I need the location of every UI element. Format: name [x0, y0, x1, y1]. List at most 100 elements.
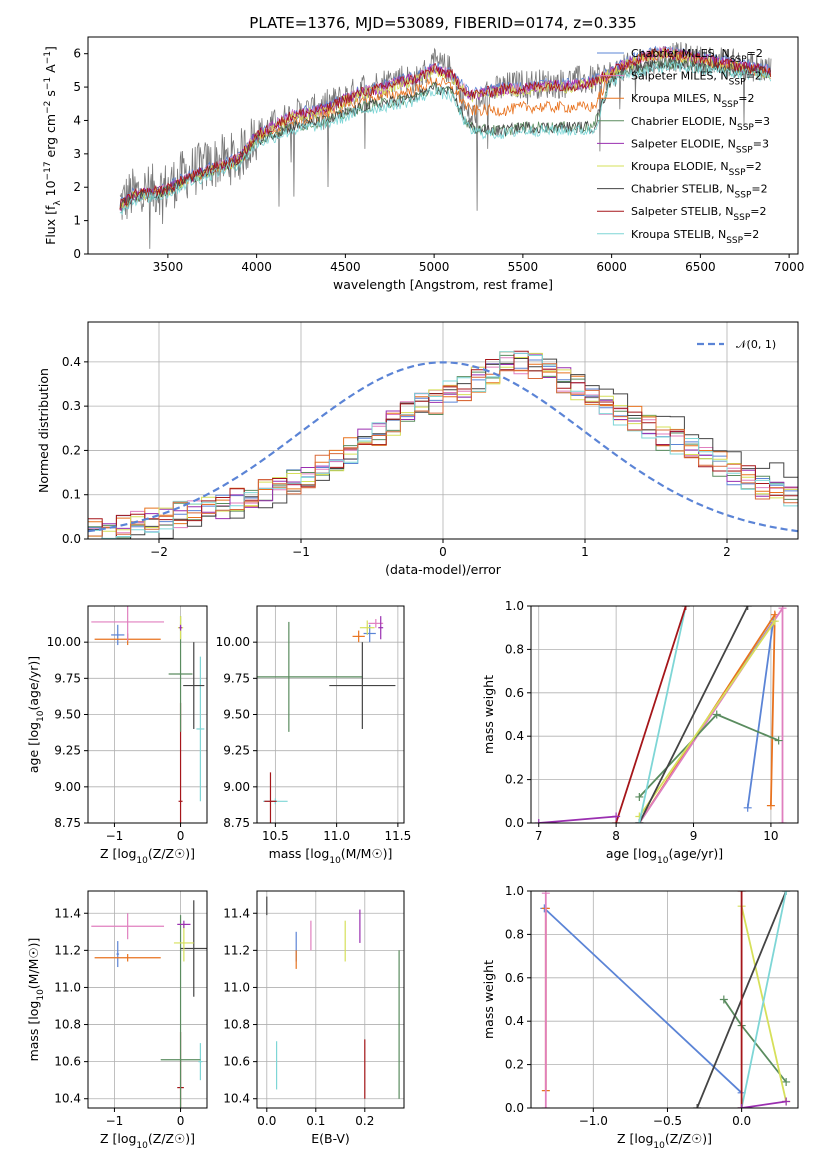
weight-marker [541, 1104, 550, 1108]
mass-vs-Z-panel: −1 0 10.4 10.6 10.8 11.0 11.2 11.4 Z [log10(Z/Z☉… [26, 890, 208, 1151]
y-tick-label: 1 [73, 214, 81, 228]
x-tick-label: 6500 [685, 260, 716, 274]
y-tick-label: 0.3 [62, 399, 81, 413]
axes-frame [530, 890, 799, 1109]
y-tick-label: 11.0 [54, 980, 81, 994]
y-tick-label: 10.4 [223, 1092, 250, 1106]
weight-marker [782, 891, 791, 895]
age-vs-mass-points [257, 616, 396, 823]
weight-marker [737, 1104, 746, 1108]
y-tick-label: 0.0 [62, 532, 81, 546]
y-tick-label: 8.75 [223, 816, 250, 830]
y-tick-label: 10.00 [216, 635, 250, 649]
weight-line [543, 907, 743, 1094]
model-spectrum [119, 48, 772, 209]
weight-marker [778, 606, 787, 613]
axes-frame [530, 605, 799, 824]
weight-marker [712, 710, 721, 719]
y-tick-label: 8.75 [54, 816, 81, 830]
legend-label: Chabrier ELODIE, NSSP=3 [631, 115, 770, 133]
model-spectrum [119, 47, 772, 210]
x-tick-label: 1 [581, 545, 589, 559]
y-tick-label: 9.75 [54, 671, 81, 685]
weight-vs-Z-panel: −1.0 −0.5 0.0 0.0 0.2 0.4 0.6 0.8 1.0 Z [log10(Z/… [481, 884, 799, 1151]
x-axis-label: Z [log10(Z/Z☉)] [100, 1131, 195, 1151]
legend-label: Kroupa ELODIE, NSSP=2 [631, 160, 762, 178]
x-tick-label: 7 [535, 829, 543, 843]
age-vs-Z-panel: −1 0 8.75 9.00 9.25 9.50 9.75 10.00 Z [log10(Z/Z… [26, 605, 208, 866]
y-tick-label: 1.0 [505, 599, 524, 613]
y-tick-label: 0.4 [62, 355, 81, 369]
weight-line [638, 606, 749, 823]
y-tick-label: 6 [73, 47, 81, 61]
chart-title: PLATE=1376, MJD=53089, FIBERID=0174, z=0… [249, 14, 636, 32]
y-axis-label: mass weight [481, 675, 496, 754]
x-tick-label: −0.5 [653, 1114, 682, 1128]
legend-label: Salpeter MILES, NSSP=2 [631, 70, 762, 88]
x-tick-label: −1 [292, 545, 310, 559]
y-tick-label: 0.4 [505, 1014, 524, 1028]
x-axis-label: Z [log10(Z/Z☉)] [100, 846, 195, 866]
x-tick-label: 4500 [330, 260, 361, 274]
x-tick-label: 11.5 [385, 829, 412, 843]
x-tick-label: 0 [177, 829, 185, 843]
x-tick-label: 8 [612, 829, 620, 843]
weight-marker [737, 891, 746, 895]
mass-vs-Z-points [91, 900, 207, 1108]
age-vs-mass-panel: 10.5 11.0 11.5 8.75 9.00 9.25 9.50 9.75 10.00 mas… [216, 605, 412, 866]
y-axis-label: mass [log10(M/M☉)] [26, 938, 46, 1062]
axes-frame [87, 890, 208, 1109]
mass-vs-EBV-panel: 0.0 0.1 0.2 10.4 10.6 10.8 11.0 11.2 11.4 E(B-V) [223, 890, 405, 1146]
y-tick-label: 0.2 [505, 1058, 524, 1072]
weight-marker [719, 995, 728, 1004]
legend-label: 𝒩(0, 1) [736, 338, 776, 351]
spectrum-lines [119, 42, 772, 249]
y-tick-label: 11.2 [223, 943, 250, 957]
weight-line [638, 606, 687, 823]
legend-label: Salpeter STELIB, NSSP=2 [631, 205, 767, 223]
y-tick-label: 9.25 [223, 744, 250, 758]
y-axis-label: mass weight [481, 960, 496, 1039]
y-tick-label: 9.00 [54, 780, 81, 794]
weight-marker [635, 792, 644, 801]
y-tick-label: 0 [73, 247, 81, 261]
weight-marker [782, 1077, 791, 1086]
x-tick-label: 0.2 [355, 1114, 374, 1128]
x-tick-label: 5000 [419, 260, 450, 274]
y-tick-label: 0.2 [505, 773, 524, 787]
histogram-lines [88, 350, 798, 539]
y-tick-label: 4 [73, 113, 81, 127]
y-tick-label: 10.00 [47, 635, 81, 649]
axes-frame [256, 890, 405, 1109]
y-tick-label: 1.0 [505, 884, 524, 898]
legend-label: Kroupa STELIB, NSSP=2 [631, 228, 759, 246]
model-spectrum [119, 57, 772, 210]
gaussian-curve [88, 361, 798, 533]
weight-marker [612, 812, 621, 821]
y-tick-label: 10.8 [223, 1018, 250, 1032]
weight-marker [782, 1097, 791, 1106]
weight-marker [541, 891, 550, 898]
y-tick-label: 11.0 [223, 980, 250, 994]
weight-marker [693, 1104, 702, 1108]
weight-line [638, 620, 776, 818]
weight-marker [766, 801, 775, 810]
x-tick-label: 0.0 [732, 1114, 751, 1128]
y-tick-label: 5 [73, 80, 81, 94]
y-tick-label: 9.50 [223, 708, 250, 722]
y-tick-label: 0.2 [62, 443, 81, 457]
legend-label: Chabrier MILES, NSSP=2 [631, 47, 763, 65]
y-tick-label: 11.4 [223, 906, 250, 920]
x-tick-label: −1 [106, 1114, 124, 1128]
y-tick-label: 9.25 [54, 744, 81, 758]
x-tick-label: 11.0 [323, 829, 350, 843]
x-axis-label: mass [log10(M/M☉)] [269, 846, 393, 866]
y-tick-label: 2 [73, 180, 81, 194]
x-tick-label: −1.0 [579, 1114, 608, 1128]
x-axis-label: age [log10(age/yr)] [606, 846, 723, 866]
weight-marker [770, 617, 779, 626]
y-axis-label: Flux [fλ 10−17 erg cm−2 s−1 A−1] [43, 46, 63, 245]
weight-line [741, 1100, 787, 1108]
y-tick-label: 11.2 [54, 943, 81, 957]
